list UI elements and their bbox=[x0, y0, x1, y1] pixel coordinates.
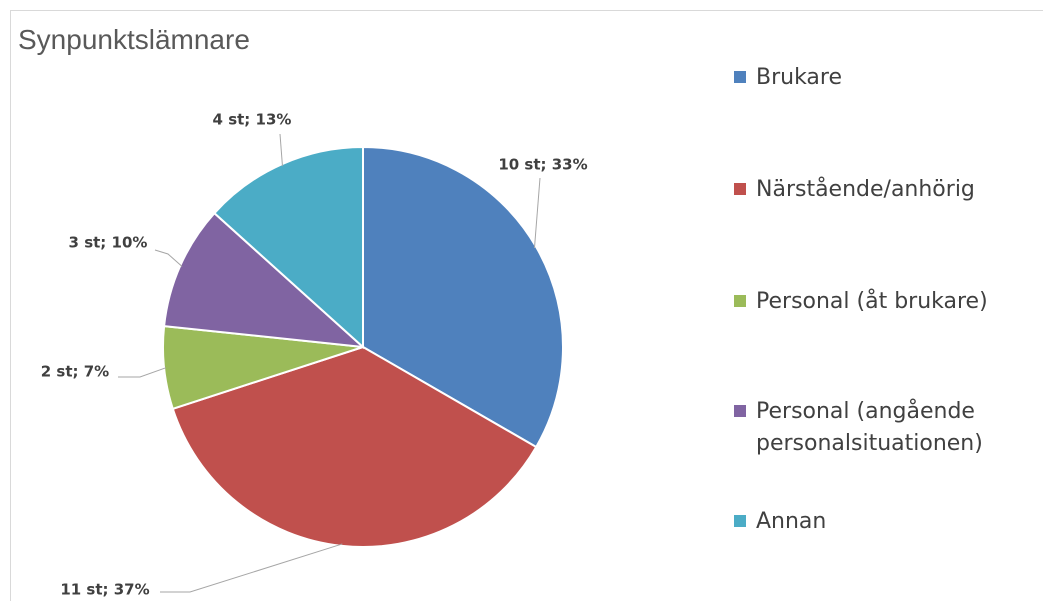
legend-item: Brukare bbox=[734, 62, 1041, 94]
data-label: 10 st; 33% bbox=[498, 156, 587, 174]
pie-slice bbox=[362, 145, 564, 449]
legend-label: Annan bbox=[756, 509, 827, 534]
chart-frame bbox=[10, 10, 1043, 601]
legend-item: Personal (åt brukare) bbox=[734, 286, 1041, 318]
legend-swatch bbox=[734, 515, 746, 527]
data-label: 2 st; 7% bbox=[41, 363, 109, 381]
legend-label: Personal (åt brukare) bbox=[756, 289, 988, 314]
legend-swatch bbox=[734, 183, 746, 195]
data-label: 11 st; 37% bbox=[60, 581, 149, 599]
leader-line bbox=[118, 367, 167, 378]
legend-item: Personal (angående personalsituationen) bbox=[734, 396, 1041, 460]
pie-slice bbox=[171, 345, 538, 548]
chart-title: Synpunktslämnare bbox=[18, 24, 250, 55]
leader-line bbox=[533, 177, 541, 249]
leader-line bbox=[279, 133, 283, 167]
legend-item: Annan bbox=[734, 506, 1041, 538]
data-label: 4 st; 13% bbox=[213, 111, 292, 129]
legend-swatch bbox=[734, 71, 746, 83]
data-label: 3 st; 10% bbox=[69, 234, 148, 252]
legend-item: Närstående/anhörig bbox=[734, 174, 1041, 206]
pie-slice bbox=[162, 211, 366, 349]
legend-label: Närstående/anhörig bbox=[756, 177, 975, 202]
legend-label: Personal (angående personalsituationen) bbox=[756, 399, 983, 456]
legend-label: Brukare bbox=[756, 65, 843, 90]
legend-swatch bbox=[734, 405, 746, 417]
leader-line bbox=[154, 249, 183, 267]
legend-swatch bbox=[734, 295, 746, 307]
leader-line bbox=[160, 543, 343, 593]
pie-slice bbox=[212, 145, 364, 350]
